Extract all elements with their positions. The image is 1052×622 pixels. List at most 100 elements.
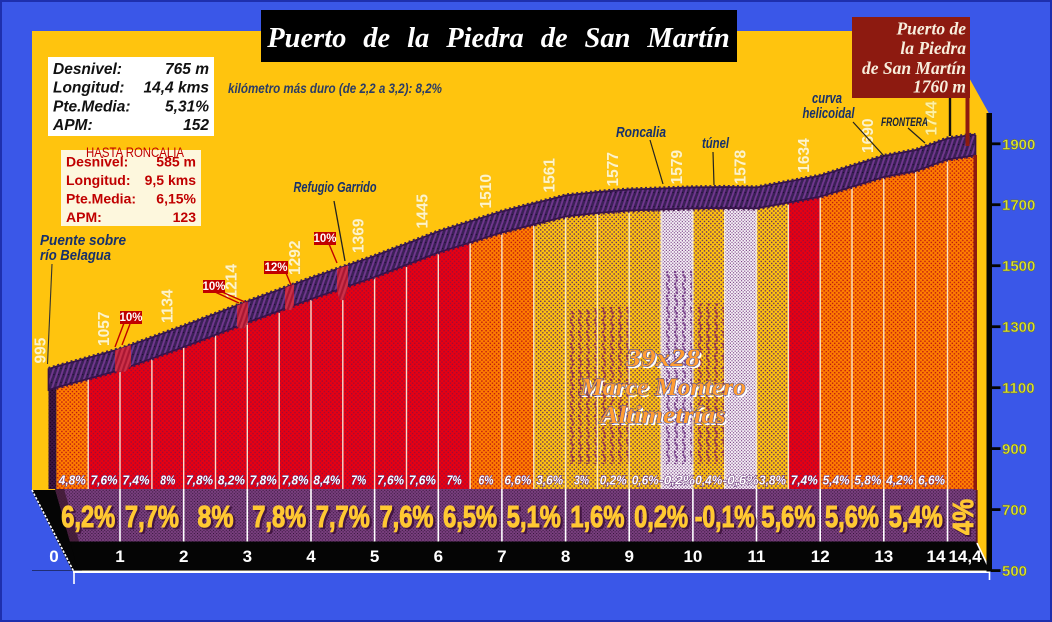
svg-text:9: 9 xyxy=(624,547,633,566)
svg-text:39x28: 39x28 xyxy=(627,345,702,374)
svg-text:1: 1 xyxy=(115,547,124,566)
svg-text:helicoidal: helicoidal xyxy=(803,106,856,122)
svg-text:3: 3 xyxy=(243,547,252,566)
svg-text:3%: 3% xyxy=(574,473,589,488)
svg-text:1134: 1134 xyxy=(160,289,177,323)
svg-text:-0,1%: -0,1% xyxy=(695,499,755,534)
svg-text:0,2%: 0,2% xyxy=(634,499,688,534)
svg-text:Longitud:: Longitud: xyxy=(66,172,131,188)
svg-text:8%: 8% xyxy=(160,473,175,488)
svg-text:6,6%: 6,6% xyxy=(504,473,531,488)
svg-text:túnel: túnel xyxy=(702,136,730,152)
svg-text:6,6%: 6,6% xyxy=(918,473,945,488)
svg-text:6,5%: 6,5% xyxy=(443,499,497,534)
svg-text:HASTA RONCALIA: HASTA RONCALIA xyxy=(86,145,184,160)
svg-text:995: 995 xyxy=(32,337,49,363)
svg-text:-0,2%: -0,2% xyxy=(659,473,695,488)
svg-text:6,2%: 6,2% xyxy=(61,499,115,534)
svg-text:5,4%: 5,4% xyxy=(891,501,945,536)
svg-text:1,6%: 1,6% xyxy=(572,501,626,536)
svg-text:39x28: 39x28 xyxy=(625,343,700,372)
svg-text:3,6%: 3,6% xyxy=(536,473,563,488)
svg-text:2: 2 xyxy=(179,547,188,566)
svg-text:5,6%: 5,6% xyxy=(761,499,815,534)
svg-text:Marce Montero: Marce Montero xyxy=(581,374,748,403)
svg-text:152: 152 xyxy=(183,117,209,134)
svg-text:6,2%: 6,2% xyxy=(63,501,117,536)
svg-text:6: 6 xyxy=(434,547,443,566)
svg-text:11: 11 xyxy=(748,547,766,566)
svg-text:10%: 10% xyxy=(202,281,225,293)
svg-text:7,8%: 7,8% xyxy=(252,499,306,534)
svg-text:7,4%: 7,4% xyxy=(791,473,818,488)
svg-text:700: 700 xyxy=(1002,502,1027,519)
svg-text:8%: 8% xyxy=(200,501,236,536)
svg-text:1579: 1579 xyxy=(669,150,686,185)
svg-text:1700: 1700 xyxy=(1002,197,1035,214)
svg-text:Puerto de: Puerto de xyxy=(895,19,966,39)
svg-text:1300: 1300 xyxy=(1002,319,1035,336)
svg-text:123: 123 xyxy=(173,209,197,225)
svg-text:7,7%: 7,7% xyxy=(316,499,370,534)
svg-text:7%: 7% xyxy=(447,473,462,488)
svg-text:Altimetrías: Altimetrías xyxy=(600,402,728,431)
svg-text:7,6%: 7,6% xyxy=(91,473,118,488)
svg-text:río Belagua: río Belagua xyxy=(40,247,111,264)
svg-text:1760 m: 1760 m xyxy=(913,77,966,97)
svg-text:13: 13 xyxy=(874,547,893,566)
svg-text:Marce Montero: Marce Montero xyxy=(579,372,746,401)
svg-text:7,6%: 7,6% xyxy=(377,473,404,488)
svg-text:7,8%: 7,8% xyxy=(254,501,308,536)
svg-text:1369: 1369 xyxy=(351,218,368,253)
svg-text:APM:: APM: xyxy=(52,117,93,134)
svg-text:-0,6%: -0,6% xyxy=(723,473,759,488)
svg-text:Roncalia: Roncalia xyxy=(616,125,666,141)
svg-text:7,7%: 7,7% xyxy=(125,499,179,534)
svg-text:6%: 6% xyxy=(479,473,494,488)
svg-text:500: 500 xyxy=(1002,563,1027,580)
svg-text:1900: 1900 xyxy=(1002,136,1035,153)
svg-text:7,8%: 7,8% xyxy=(282,473,309,488)
svg-text:900: 900 xyxy=(1002,441,1027,458)
svg-text:585 m: 585 m xyxy=(156,154,196,170)
svg-text:8,4%: 8,4% xyxy=(313,473,340,488)
svg-text:5,8%: 5,8% xyxy=(854,473,881,488)
svg-text:5: 5 xyxy=(370,547,379,566)
svg-text:4,2%: 4,2% xyxy=(885,473,913,488)
svg-text:-0,1%: -0,1% xyxy=(697,501,757,536)
svg-text:7,6%: 7,6% xyxy=(382,501,436,536)
svg-text:1214: 1214 xyxy=(223,264,240,299)
svg-text:8: 8 xyxy=(561,547,570,566)
svg-text:FRONTERA: FRONTERA xyxy=(881,117,928,129)
svg-text:5,6%: 5,6% xyxy=(763,501,817,536)
svg-text:7: 7 xyxy=(497,547,506,566)
svg-text:10%: 10% xyxy=(313,233,336,245)
svg-text:1561: 1561 xyxy=(542,158,559,193)
svg-text:1577: 1577 xyxy=(605,152,622,186)
svg-text:3,8%: 3,8% xyxy=(759,473,786,488)
svg-text:5,1%: 5,1% xyxy=(507,499,561,534)
svg-text:Longitud:: Longitud: xyxy=(53,80,124,97)
svg-text:7%: 7% xyxy=(351,473,366,488)
svg-text:12: 12 xyxy=(811,547,830,566)
svg-text:0,4%: 0,4% xyxy=(695,473,722,488)
svg-text:Pte.Media:: Pte.Media: xyxy=(66,191,136,207)
svg-text:Desnivel:: Desnivel: xyxy=(66,154,128,170)
svg-text:Refugio Garrido: Refugio Garrido xyxy=(294,180,377,196)
svg-text:5,6%: 5,6% xyxy=(827,501,881,536)
svg-text:6,5%: 6,5% xyxy=(445,501,499,536)
svg-text:APM:: APM: xyxy=(66,209,102,225)
svg-text:7,8%: 7,8% xyxy=(250,473,277,488)
svg-text:12%: 12% xyxy=(264,262,287,274)
svg-text:5,4%: 5,4% xyxy=(823,473,850,488)
svg-text:7,8%: 7,8% xyxy=(186,473,213,488)
svg-text:6,15%: 6,15% xyxy=(156,191,196,207)
svg-text:5,31%: 5,31% xyxy=(165,98,209,115)
svg-text:1500: 1500 xyxy=(1002,258,1035,275)
svg-text:7,4%: 7,4% xyxy=(123,473,150,488)
svg-text:10%: 10% xyxy=(119,312,142,324)
svg-text:9,5 kms: 9,5 kms xyxy=(145,172,197,188)
svg-text:1445: 1445 xyxy=(414,194,431,229)
svg-text:10: 10 xyxy=(683,547,702,566)
svg-text:5,6%: 5,6% xyxy=(825,499,879,534)
